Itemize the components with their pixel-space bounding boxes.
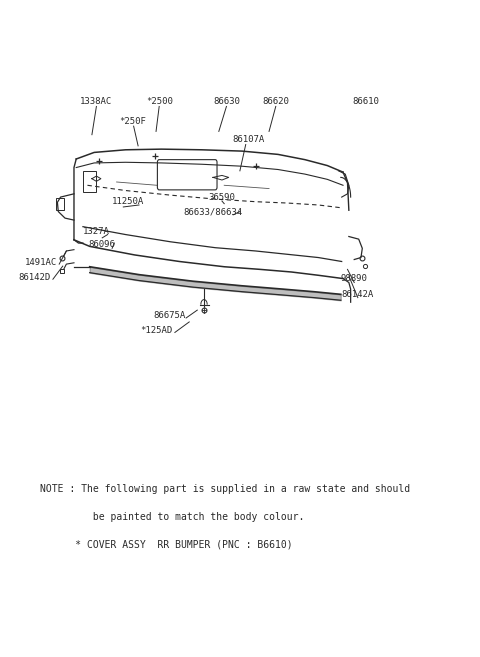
- Text: 1327A: 1327A: [83, 227, 110, 236]
- Text: 86142A: 86142A: [342, 290, 374, 299]
- Text: NOTE : The following part is supplied in a raw state and should: NOTE : The following part is supplied in…: [40, 484, 410, 495]
- Text: be painted to match the body colour.: be painted to match the body colour.: [40, 512, 305, 522]
- Bar: [56, 198, 64, 210]
- Text: 86096: 86096: [89, 240, 116, 249]
- Text: 86620: 86620: [263, 97, 289, 106]
- Text: 36590: 36590: [208, 193, 235, 202]
- Text: 1338AC: 1338AC: [80, 97, 112, 106]
- Text: 86675A: 86675A: [154, 311, 186, 320]
- Text: *250F: *250F: [119, 117, 146, 126]
- Text: 86610: 86610: [352, 97, 379, 106]
- Text: 1491AC: 1491AC: [25, 258, 58, 267]
- Text: 86633/86634: 86633/86634: [183, 207, 242, 216]
- Text: 98890: 98890: [341, 274, 368, 283]
- Text: 11250A: 11250A: [112, 197, 144, 206]
- Bar: [83, 171, 96, 192]
- Text: * COVER ASSY  RR BUMPER (PNC : B6610): * COVER ASSY RR BUMPER (PNC : B6610): [40, 539, 293, 550]
- Text: 86630: 86630: [213, 97, 240, 106]
- Text: 86107A: 86107A: [233, 135, 265, 145]
- Text: *125AD: *125AD: [140, 326, 172, 335]
- Text: *2500: *2500: [146, 97, 173, 106]
- Text: 86142D: 86142D: [19, 273, 51, 283]
